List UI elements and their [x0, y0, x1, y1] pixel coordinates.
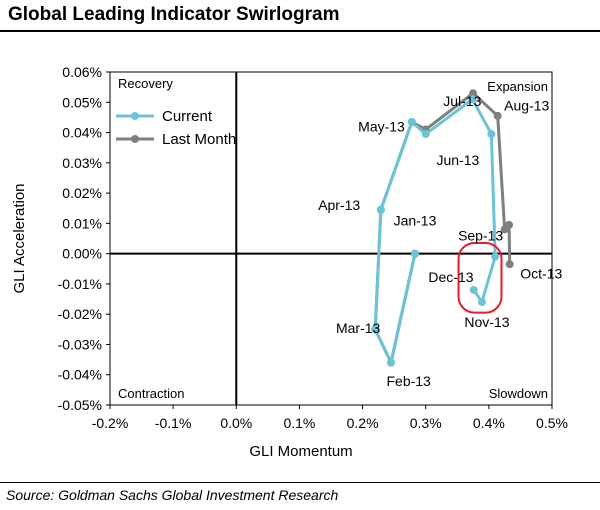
swirlogram-chart: 0.06% 0.05% 0.04% 0.03% 0.02% 0.01% 0.00% -0.01…	[11, 64, 568, 460]
highlight-circle	[457, 242, 503, 314]
title-rule	[0, 30, 600, 32]
legend-marker-last-month	[131, 135, 139, 143]
point-label: Mar-13	[336, 320, 381, 336]
point-label: Aug-13	[504, 97, 549, 113]
quadrant-label-expansion: Expansion	[487, 79, 548, 94]
data-point-last-month	[505, 220, 514, 229]
legend-label-last-month: Last Month	[162, 131, 236, 148]
point-label: Jul-13	[443, 93, 481, 109]
data-point-current	[468, 95, 477, 104]
x-tick-label: 0.1%	[283, 415, 315, 431]
point-label: Nov-13	[464, 314, 509, 330]
y-tick-label: 0.00%	[62, 246, 102, 262]
data-point-last-month	[493, 111, 502, 120]
y-tick-label: 0.04%	[62, 125, 102, 141]
y-tick-label: -0.01%	[58, 276, 102, 292]
data-point-current	[376, 205, 385, 214]
y-axis-label: GLI Acceleration	[11, 183, 28, 293]
data-point-current	[407, 117, 416, 126]
data-point-current	[477, 298, 486, 307]
chart-title: Global Leading Indicator Swirlogram	[8, 4, 340, 25]
data-point-last-month	[469, 89, 478, 98]
source-note: Source: Goldman Sachs Global Investment …	[6, 487, 339, 503]
data-point-current	[469, 285, 478, 294]
data-point-last-month	[505, 260, 514, 269]
x-tick-label: -0.2%	[92, 415, 129, 431]
source-rule	[0, 482, 600, 483]
y-tick-label: 0.05%	[62, 94, 102, 110]
point-label: May-13	[358, 118, 405, 134]
y-tick-label: 0.06%	[62, 64, 102, 80]
point-label: Feb-13	[386, 373, 431, 389]
x-tick-label: 0.2%	[347, 415, 379, 431]
x-tick-label: 0.5%	[536, 415, 568, 431]
point-label: Dec-13	[428, 269, 473, 285]
data-point-current	[491, 252, 500, 261]
y-tick-label: 0.02%	[62, 185, 102, 201]
data-point-current	[371, 325, 380, 334]
x-tick-label: 0.0%	[220, 415, 252, 431]
legend-marker-current	[131, 112, 139, 120]
plot-area-border	[109, 71, 553, 406]
y-tick-label: 0.01%	[62, 215, 102, 231]
y-tick-label: -0.02%	[58, 306, 102, 322]
x-tick-label: 0.4%	[473, 415, 505, 431]
point-label: Jun-13	[437, 152, 480, 168]
data-point-current	[410, 249, 419, 258]
data-point-current	[386, 358, 395, 367]
point-label: Oct-13	[520, 265, 562, 281]
point-label: Sep-13	[458, 227, 503, 243]
point-label: Apr-13	[318, 197, 360, 213]
quadrant-label-contraction: Contraction	[118, 386, 184, 401]
y-tick-label: -0.04%	[58, 367, 102, 383]
x-tick-label: 0.3%	[410, 415, 442, 431]
data-point-current	[487, 130, 496, 139]
x-axis-label: GLI Momentum	[249, 443, 352, 460]
quadrant-label-slowdown: Slowdown	[489, 386, 548, 401]
quadrant-label-recovery: Recovery	[118, 76, 173, 91]
y-tick-label: 0.03%	[62, 155, 102, 171]
data-point-current	[421, 130, 430, 139]
y-tick-label: -0.03%	[58, 336, 102, 352]
legend-label-current: Current	[162, 108, 213, 125]
x-tick-label: -0.1%	[155, 415, 192, 431]
point-label: Jan-13	[394, 212, 437, 228]
y-tick-label: -0.05%	[58, 397, 102, 413]
